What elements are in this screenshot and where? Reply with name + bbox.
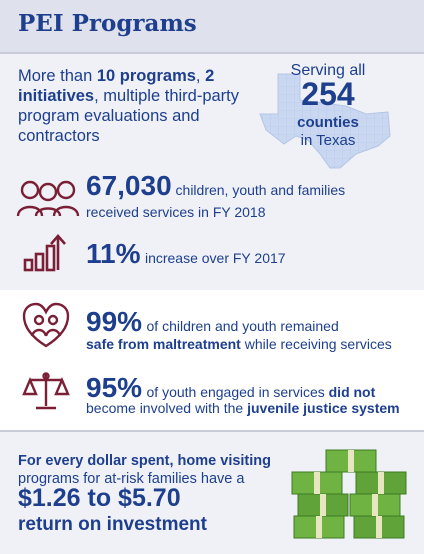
safe-text-b: while receiving services [240, 336, 392, 352]
justice-bold-b: juvenile justice system [247, 400, 400, 416]
safe-text-a: of children and youth remained [146, 318, 339, 334]
safe-bold: safe from maltreatment [86, 336, 241, 352]
justice-row: 95% of youth engaged in services did not [86, 372, 375, 404]
counties-label: counties [297, 114, 359, 131]
justice-number: 95% [86, 372, 143, 403]
programs-rest: , multiple third-party program evaluatio… [18, 87, 240, 145]
increase-text: increase over FY 2017 [144, 250, 286, 266]
divider [0, 430, 424, 432]
safe-number: 99% [86, 306, 143, 337]
served-row: 67,030 children, youth and families [86, 170, 345, 202]
programs-comma: , [195, 67, 201, 85]
title-band [0, 0, 424, 52]
programs-summary: More than 10 programs, 2 initiatives, mu… [18, 66, 248, 146]
justice-text-a: of youth engaged in services [146, 384, 329, 400]
scales-of-justice-icon [22, 372, 70, 410]
protective-hands-icon [22, 302, 70, 348]
increase-number: 11% [86, 238, 141, 269]
divider [0, 52, 424, 54]
justice-bold-a: did not [328, 384, 376, 400]
roi-range: $1.26 to $5.70 [18, 484, 181, 512]
safety-band [0, 290, 424, 430]
page-title: PEI Programs [18, 10, 197, 37]
roi-label: return on investment [18, 514, 207, 535]
justice-text-b: become involved with the [86, 400, 248, 416]
roi-line2: programs for at-risk families have a [18, 471, 245, 487]
justice-text-line2: become involved with the juvenile justic… [86, 400, 400, 416]
money-stack-icon [291, 449, 407, 539]
programs-count: 10 programs [96, 67, 196, 85]
roi-intro: For every dollar spent, home visiting pr… [18, 452, 288, 488]
safe-text-line2: safe from maltreatment while receiving s… [86, 336, 392, 352]
served-number: 67,030 [86, 170, 172, 201]
family-icon [16, 180, 80, 217]
serving-label: Serving all [290, 62, 366, 79]
served-text-b: received services in FY 2018 [86, 204, 266, 220]
in-texas-label: in Texas [300, 132, 356, 149]
texas-counties-block: Serving all 254 counties in Texas [238, 58, 418, 169]
initiatives-count: 2 initiatives [18, 67, 215, 105]
safe-row: 99% of children and youth remained [86, 306, 339, 338]
growth-chart-icon [23, 234, 66, 272]
served-text-a: children, youth and families [171, 182, 346, 198]
texas-map-icon [259, 73, 391, 169]
roi-line1: For every dollar spent, home visiting [18, 453, 272, 469]
increase-row: 11% increase over FY 2017 [86, 238, 286, 270]
programs-prefix: More than [18, 67, 97, 85]
counties-count: 254 [301, 76, 355, 112]
